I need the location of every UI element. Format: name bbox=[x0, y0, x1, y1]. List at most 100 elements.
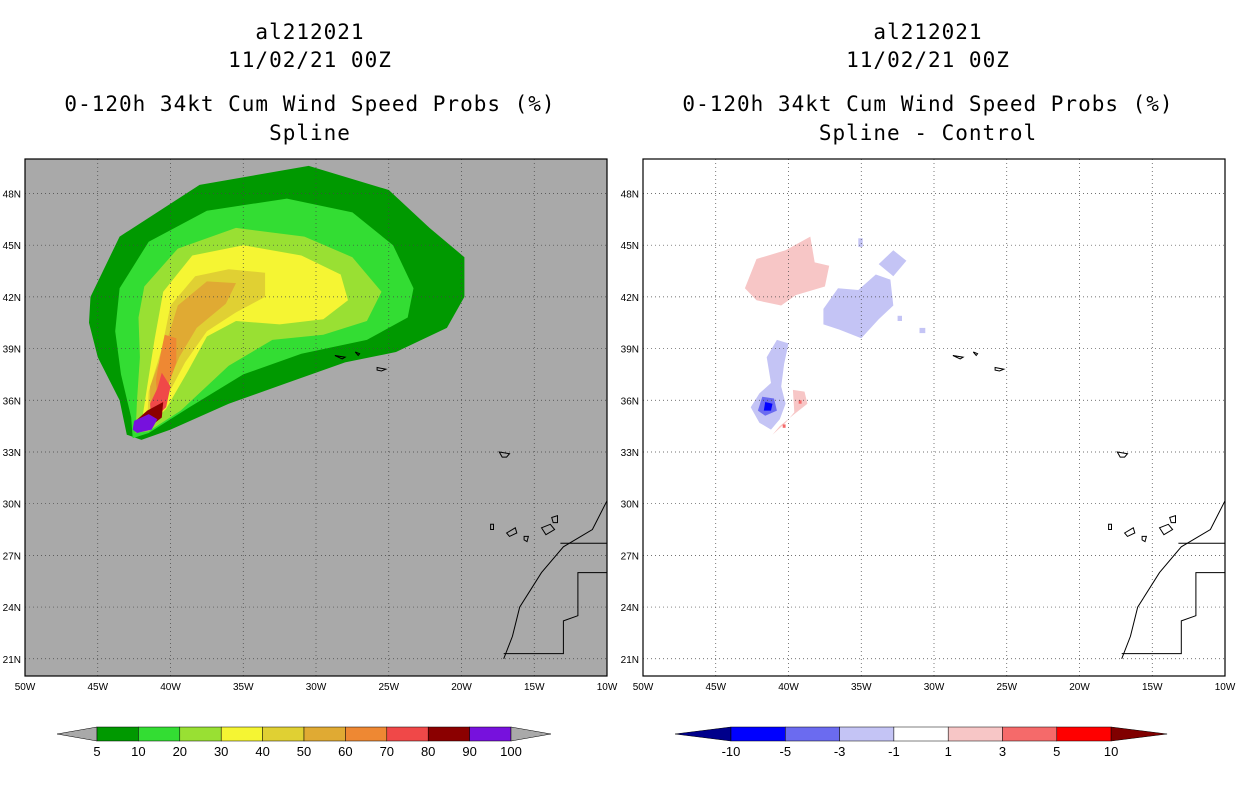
right-contour-neg1-2 bbox=[858, 238, 863, 247]
right-colorbar-label: 1 bbox=[945, 744, 952, 759]
right-island-5 bbox=[1116, 451, 1129, 458]
left-xtick-label: 25W bbox=[378, 682, 399, 693]
right-ytick-label: 24N bbox=[621, 603, 639, 614]
left-contour-90-9 bbox=[132, 414, 158, 433]
left-colorbar-label: 30 bbox=[214, 744, 228, 759]
left-colorbar-swatch-1 bbox=[138, 726, 181, 742]
right-colorbar-over-triangle bbox=[1110, 726, 1168, 742]
left-ytick-label: 36N bbox=[3, 396, 21, 407]
left-ytick-label: 27N bbox=[3, 551, 21, 562]
left-colorbar-label: 10 bbox=[131, 744, 145, 759]
right-title-date: 11/02/21 00Z bbox=[846, 48, 1010, 72]
left-colorbar-swatch-2 bbox=[179, 726, 222, 742]
right-colorbar-swatch-3 bbox=[893, 726, 949, 742]
left-ytick-label: 33N bbox=[3, 448, 21, 459]
left-title-date: 11/02/21 00Z bbox=[228, 48, 392, 72]
right-ytick-label: 21N bbox=[621, 655, 639, 666]
left-xtick-label: 40W bbox=[160, 682, 181, 693]
right-border-line bbox=[1121, 572, 1225, 655]
left-colorbar-swatch-9 bbox=[469, 726, 512, 742]
left-colorbar-label: 40 bbox=[255, 744, 269, 759]
left-colorbar-label: 5 bbox=[93, 744, 100, 759]
left-island-5 bbox=[498, 451, 511, 458]
left-ytick-label: 42N bbox=[3, 293, 21, 304]
left-ytick-label: 30N bbox=[3, 500, 21, 511]
right-xtick-label: 40W bbox=[778, 682, 799, 693]
left-colorbar-swatch-8 bbox=[427, 726, 470, 742]
right-plot-area bbox=[643, 159, 1225, 676]
right-plot-frame bbox=[642, 158, 1226, 677]
right-map-panel: 50W 45W 40W 35W 30W 25W 20W 15W 10W 21N 24N 27N 30N 3… bbox=[621, 158, 1236, 759]
left-xtick-label: 15W bbox=[524, 682, 545, 693]
right-xtick-label: 45W bbox=[705, 682, 726, 693]
right-ytick-label: 48N bbox=[621, 189, 639, 200]
right-title-product: 0-120h 34kt Cum Wind Speed Probs (%) bbox=[682, 92, 1174, 116]
left-xtick-label: 50W bbox=[15, 682, 36, 693]
left-coastline-africa bbox=[503, 499, 607, 659]
left-ytick-label: 24N bbox=[3, 603, 21, 614]
left-island-7 bbox=[354, 351, 361, 357]
right-title-method: Spline - Control bbox=[818, 121, 1038, 145]
right-colorbar-label: -10 bbox=[722, 744, 741, 759]
right-contour-neg1-5 bbox=[919, 327, 926, 334]
left-island-0 bbox=[490, 523, 494, 530]
left-map-panel: 50W 45W 40W 35W 30W 25W 20W 15W 10W 21N 24N 27N 30N 3… bbox=[3, 158, 618, 759]
left-colorbar-swatch-6 bbox=[345, 726, 388, 742]
right-contour-3-11 bbox=[782, 424, 786, 428]
right-colorbar-swatch-4 bbox=[947, 726, 1003, 742]
left-colorbar-label: 100 bbox=[500, 744, 522, 759]
right-contour-neg1-3 bbox=[878, 250, 907, 277]
right-contour-neg1-4 bbox=[897, 315, 902, 321]
left-colorbar-label: 80 bbox=[421, 744, 435, 759]
left-xtick-label: 20W bbox=[451, 682, 472, 693]
left-xtick-label: 35W bbox=[233, 682, 254, 693]
right-island-7 bbox=[972, 351, 979, 357]
right-xtick-label: 10W bbox=[1215, 682, 1236, 693]
right-ytick-label: 39N bbox=[621, 345, 639, 356]
left-plot-frame bbox=[24, 158, 608, 677]
left-border-line bbox=[503, 572, 607, 655]
left-colorbar-swatch-4 bbox=[262, 726, 305, 742]
left-island-6 bbox=[334, 355, 347, 360]
right-colorbar-swatch-6 bbox=[1056, 726, 1112, 742]
right-colorbar-label: -1 bbox=[888, 744, 900, 759]
left-colorbar-label: 90 bbox=[462, 744, 476, 759]
right-island-6 bbox=[952, 355, 965, 360]
right-island-8 bbox=[994, 366, 1006, 372]
left-title-storm: al212021 bbox=[255, 20, 365, 44]
right-xtick-label: 20W bbox=[1069, 682, 1090, 693]
left-colorbar-swatch-3 bbox=[220, 726, 263, 742]
right-ytick-label: 36N bbox=[621, 396, 639, 407]
right-island-0 bbox=[1108, 523, 1112, 530]
left-plot-area bbox=[25, 159, 607, 676]
left-ytick-label: 39N bbox=[3, 345, 21, 356]
left-ytick-label: 48N bbox=[3, 189, 21, 200]
right-coastline-africa bbox=[1121, 499, 1225, 659]
left-xtick-label: 45W bbox=[87, 682, 108, 693]
right-ytick-label: 27N bbox=[621, 551, 639, 562]
right-title-storm: al212021 bbox=[873, 20, 983, 44]
left-colorbar-swatch-5 bbox=[303, 726, 346, 742]
right-plot-background bbox=[643, 159, 1225, 676]
left-contour-40-4 bbox=[147, 269, 266, 421]
right-island-4 bbox=[1169, 515, 1176, 524]
right-colorbar-label: 3 bbox=[999, 744, 1006, 759]
right-colorbar-swatch-2 bbox=[839, 726, 895, 742]
right-colorbar-swatch-5 bbox=[1002, 726, 1058, 742]
left-colorbar-label: 70 bbox=[380, 744, 394, 759]
left-ytick-label: 21N bbox=[3, 655, 21, 666]
right-colorbar-swatch-1 bbox=[785, 726, 840, 742]
right-colorbar-label: 10 bbox=[1104, 744, 1118, 759]
left-xtick-label: 30W bbox=[306, 682, 327, 693]
left-island-1 bbox=[505, 527, 518, 538]
right-xtick-label: 25W bbox=[996, 682, 1017, 693]
left-title-method: Spline bbox=[269, 121, 351, 145]
right-xtick-label: 15W bbox=[1142, 682, 1163, 693]
right-xtick-label: 50W bbox=[633, 682, 654, 693]
left-xtick-label: 10W bbox=[597, 682, 618, 693]
right-island-3 bbox=[1158, 523, 1174, 536]
right-ytick-label: 42N bbox=[621, 293, 639, 304]
right-colorbar-label: 5 bbox=[1053, 744, 1060, 759]
left-colorbar-swatch-0 bbox=[96, 726, 139, 742]
